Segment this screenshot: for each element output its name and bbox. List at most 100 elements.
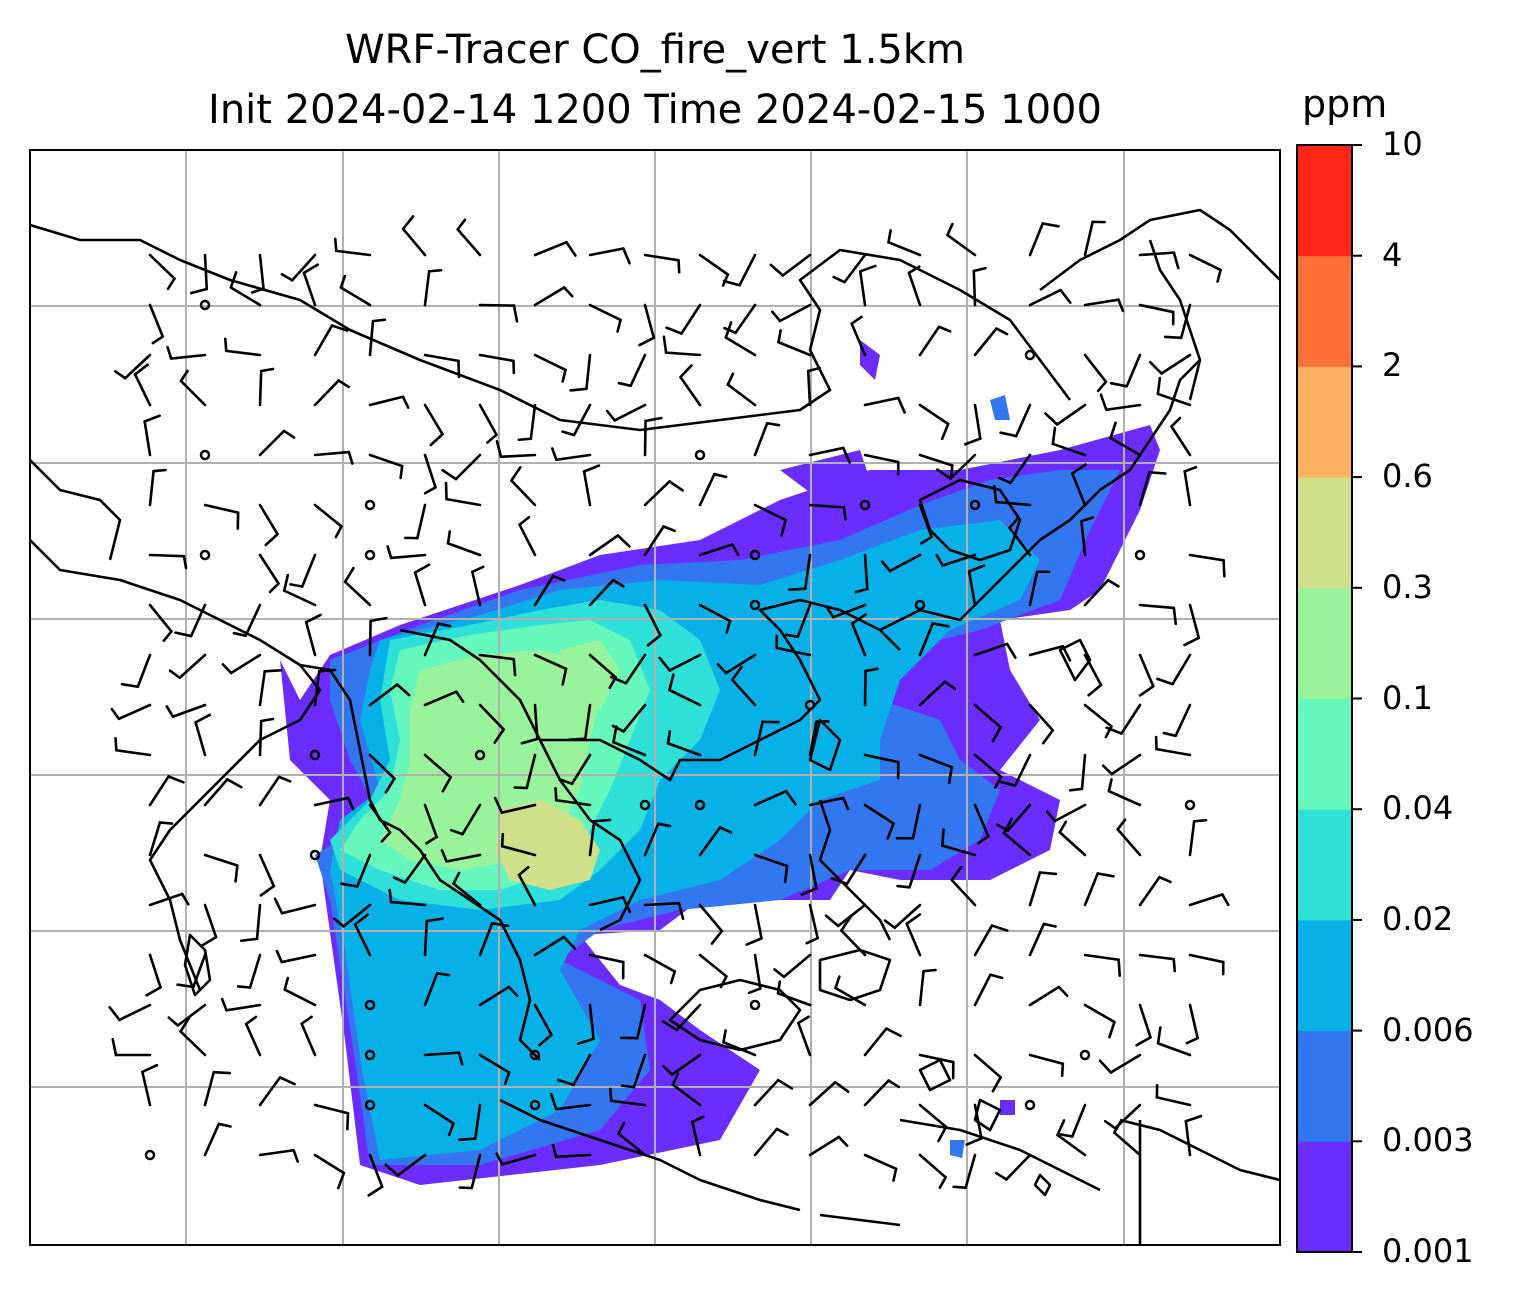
wind-barb-flag — [620, 1084, 636, 1089]
wind-barb-staff — [1109, 1053, 1142, 1074]
wind-barb-staff — [229, 653, 262, 675]
wind-barb-staff — [283, 988, 317, 1007]
colorbar — [1296, 144, 1362, 1253]
wind-barb-staff — [973, 327, 998, 357]
wind-barb-staff — [941, 553, 977, 567]
wind-barb-staff — [413, 571, 427, 607]
wind-barb-staff — [1028, 871, 1042, 907]
wind-barb-flag — [1108, 1020, 1116, 1039]
wind-barb-staff — [478, 653, 516, 661]
wind-barb-staff — [622, 703, 647, 733]
wind-barb-staff — [300, 1022, 317, 1057]
wind-barb-flag — [1184, 1114, 1203, 1123]
wind-barb-flag — [167, 775, 185, 784]
wind-barb-staff — [1188, 819, 1196, 857]
wind-barb-flag — [609, 675, 628, 685]
wind-barb-staff — [588, 578, 615, 607]
wind-barb-flag — [731, 543, 740, 557]
calm-wind-circle — [1134, 549, 1146, 561]
wind-barb-staff — [533, 240, 568, 257]
wind-barb-staff — [1183, 470, 1192, 507]
tracer-region-peak — [495, 800, 600, 890]
wind-barb-flag — [168, 669, 182, 680]
wind-barb-flag — [458, 1137, 477, 1142]
wind-barb-flag — [510, 466, 522, 482]
wind-barb-staff — [1155, 747, 1192, 757]
wind-barb-staff — [445, 497, 482, 507]
wind-barb-staff — [863, 1027, 888, 1057]
wind-barb-staff — [423, 803, 438, 839]
wind-barb-flag — [892, 1167, 898, 1182]
wind-barb-flag — [300, 1015, 313, 1026]
wind-barb-staff — [282, 589, 317, 607]
wind-barb-staff — [203, 1122, 221, 1157]
wind-barb-flag — [830, 876, 849, 886]
wind-barb-staff — [643, 525, 665, 557]
wind-barb-staff — [148, 553, 186, 558]
wind-barb-flag — [1163, 335, 1183, 340]
calm-wind-circle — [364, 1099, 376, 1111]
wind-barb-flag — [493, 796, 504, 814]
wind-barb-flag — [1162, 731, 1177, 738]
wind-barb-flag — [234, 864, 239, 883]
wind-barb-flag — [221, 663, 233, 675]
wind-barb-flag — [920, 535, 933, 545]
wind-barb-staff — [583, 703, 592, 740]
wind-barb-flag — [665, 326, 683, 335]
wind-barb-staff — [973, 924, 994, 957]
wind-barb-staff — [1005, 1153, 1032, 1181]
wind-barb-flag — [280, 272, 294, 282]
wind-barb-flag — [1222, 559, 1226, 578]
colorbar-tick-label: 0.02 — [1382, 899, 1454, 938]
wind-barb-staff — [905, 922, 922, 957]
wind-barb-flag — [949, 464, 954, 479]
wind-barb-flag — [1042, 922, 1057, 928]
calm-wind-circle — [694, 799, 706, 811]
wind-barb-staff — [724, 336, 757, 357]
wind-barb-flag — [330, 324, 349, 332]
wind-barb-staff — [994, 500, 1032, 507]
wind-barb-flag — [1096, 872, 1115, 878]
wind-barb-flag — [994, 775, 1003, 789]
wind-barb-layer — [108, 215, 1230, 1197]
wind-barb-staff — [115, 748, 152, 757]
wind-barb-flag — [677, 259, 681, 274]
wind-barb-flag — [1135, 1036, 1152, 1047]
wind-barb-staff — [1110, 753, 1142, 776]
wind-barb-staff — [355, 853, 372, 888]
wind-barb-flag — [977, 834, 990, 845]
wind-barb-flag — [1008, 517, 1019, 530]
wind-barb-flag — [1109, 381, 1129, 388]
wind-barb-flag — [435, 971, 451, 977]
wind-barb-staff — [118, 1003, 152, 1022]
wind-barb-staff — [588, 819, 596, 857]
wind-barb-flag — [549, 1092, 558, 1111]
wind-barb-flag — [1068, 787, 1084, 792]
wind-barb-flag — [259, 717, 275, 723]
wind-barb-flag — [1101, 764, 1114, 776]
wind-barb-flag — [517, 437, 533, 442]
wind-barb-flag — [1156, 376, 1162, 396]
wind-barb-staff — [554, 1103, 592, 1111]
wind-barb-staff — [609, 1099, 647, 1107]
wind-barb-staff — [1028, 222, 1045, 257]
wind-barb-staff — [863, 1153, 898, 1171]
wind-barb-staff — [1160, 353, 1192, 375]
wind-barb-flag — [937, 1125, 948, 1143]
wind-barb-flag — [425, 917, 444, 923]
tracer-region-lowmid — [990, 395, 1010, 420]
wind-barb-staff — [1138, 875, 1161, 907]
wind-barb-staff — [1109, 436, 1142, 457]
wind-barb-staff — [203, 778, 229, 807]
wind-barb-flag — [722, 279, 741, 287]
wind-barb-staff — [518, 523, 537, 557]
wind-barb-flag — [990, 924, 1009, 932]
wind-barb-staff — [858, 270, 867, 307]
wind-barb-staff — [636, 1003, 647, 1040]
wind-barb-staff — [517, 873, 537, 907]
wind-barb-staff — [313, 1153, 346, 1175]
wind-barb-staff — [302, 271, 317, 307]
wind-barb-flag — [769, 263, 785, 277]
wind-barb-flag — [143, 414, 161, 423]
wind-barb-flag — [268, 582, 280, 594]
